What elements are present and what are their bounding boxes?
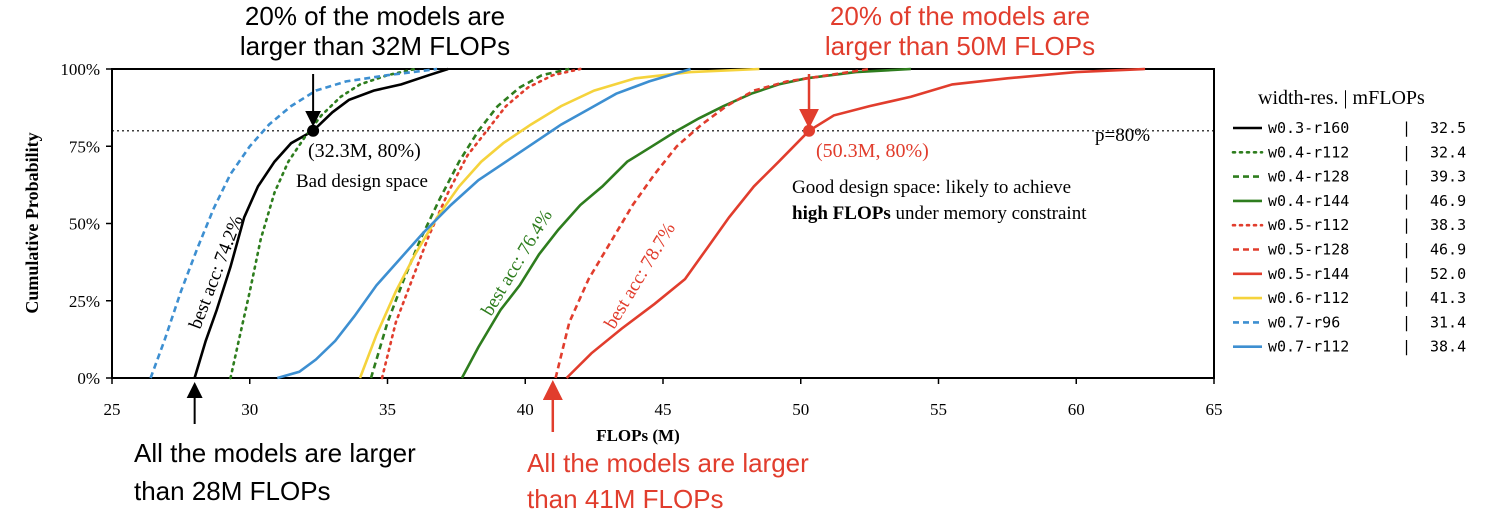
annotation-top-left-line1: 20% of the models are [245, 1, 505, 31]
annotation-bottom-right-line1: All the models are larger [527, 448, 809, 478]
legend-label-w0.4-r112: w0.4-r112 [1268, 143, 1349, 161]
legend-label-w0.3-r160: w0.3-r160 [1268, 119, 1349, 137]
legend-mflops-w0.4-r112: 32.4 [1430, 143, 1466, 161]
legend-mflops-w0.7-r112: 38.4 [1430, 338, 1466, 356]
series-line-w0.7-r112 [276, 67, 691, 380]
x-tick-label: 50 [792, 400, 809, 419]
legend-label-w0.5-r112: w0.5-r112 [1268, 216, 1349, 234]
axis-ticks: 25 30 35 40 45 50 55 60 65 0% 25% 50% 75% 100% [60, 60, 1222, 419]
point-marker-left [307, 124, 320, 137]
legend-mflops-w0.3-r160: 32.5 [1430, 119, 1466, 137]
annotation-bottom-left-line2: than 28M FLOPs [134, 476, 331, 506]
legend-label-w0.7-r96: w0.7-r96 [1268, 313, 1340, 331]
series-line-w0.5-r144 [565, 67, 1146, 379]
x-tick-label: 65 [1206, 400, 1223, 419]
series-line-w0.7-r96 [149, 67, 438, 379]
legend-mflops-w0.6-r112: 41.3 [1430, 289, 1466, 307]
annotation-top-right-line1: 20% of the models are [830, 1, 1090, 31]
legend-separator: | [1402, 216, 1411, 234]
point-marker-right [803, 124, 816, 137]
legend-header: width-res. | mFLOPs [1258, 87, 1425, 109]
annotation-top-left-line2: larger than 32M FLOPs [240, 31, 510, 61]
x-tick-label: 30 [241, 400, 258, 419]
legend-mflops-w0.5-r128: 46.9 [1430, 241, 1466, 259]
legend-separator: | [1402, 119, 1411, 137]
series-line-w0.3-r160 [193, 67, 449, 379]
threshold-label: p=80% [1095, 125, 1150, 146]
legend-separator: | [1402, 265, 1411, 283]
y-axis-label: Cumulative Probability [22, 132, 42, 313]
y-tick-label: 25% [69, 292, 100, 311]
y-tick-label: 50% [69, 215, 100, 234]
bad-design-space-label: Bad design space [296, 171, 428, 192]
legend-label-w0.4-r144: w0.4-r144 [1268, 192, 1349, 210]
legend-separator: | [1402, 313, 1411, 331]
y-tick-label: 75% [69, 137, 100, 156]
good-design-space-bold: high FLOPs [792, 203, 891, 224]
y-tick-label: 0% [77, 369, 100, 388]
legend-mflops-w0.4-r128: 39.3 [1430, 168, 1466, 186]
good-design-space-line1: Good design space: likely to achieve [792, 177, 1071, 198]
legend-label-w0.6-r112: w0.6-r112 [1268, 289, 1349, 307]
series-line-w0.4-r128 [369, 67, 570, 379]
legend-separator: | [1402, 192, 1411, 210]
x-axis-label: FLOPs (M) [596, 426, 680, 445]
legend-separator: | [1402, 241, 1411, 259]
legend-mflops-w0.5-r144: 52.0 [1430, 265, 1466, 283]
series-line-w0.6-r112 [358, 67, 760, 379]
legend-mflops-w0.7-r96: 31.4 [1430, 313, 1466, 331]
annotation-bottom-right-line2: than 41M FLOPs [527, 484, 724, 514]
y-tick-label: 100% [60, 60, 100, 79]
annotation-bottom-left-line1: All the models are larger [134, 438, 416, 468]
legend-separator: | [1402, 338, 1411, 356]
legend-separator: | [1402, 289, 1411, 307]
legend-mflops-w0.5-r112: 38.3 [1430, 216, 1466, 234]
legend-separator: | [1402, 143, 1411, 161]
x-tick-label: 25 [104, 400, 121, 419]
good-design-space-line2: high FLOPs under memory constraint [792, 203, 1087, 224]
point-label-right: (50.3M, 80%) [816, 140, 929, 162]
series-line-w0.5-r128 [554, 67, 870, 379]
series-line-w0.5-r112 [380, 67, 582, 380]
legend-mflops-w0.4-r144: 46.9 [1430, 192, 1466, 210]
point-label-left: (32.3M, 80%) [308, 140, 421, 162]
legend-label-w0.4-r128: w0.4-r128 [1268, 168, 1349, 186]
good-design-space-rest: under memory constraint [891, 203, 1087, 224]
x-tick-label: 60 [1068, 400, 1085, 419]
legend-label-w0.5-r128: w0.5-r128 [1268, 241, 1349, 259]
legend-label-w0.7-r112: w0.7-r112 [1268, 338, 1349, 356]
x-tick-label: 35 [379, 400, 396, 419]
series-line-w0.4-r112 [229, 67, 417, 380]
legend-separator: | [1402, 168, 1411, 186]
legend-label-w0.5-r144: w0.5-r144 [1268, 265, 1349, 283]
legend: width-res. | mFLOPs w0.3-r160 | 32.5 w0.4-r… [1231, 87, 1466, 356]
series-lines [149, 67, 1146, 380]
annotation-top-right-line2: larger than 50M FLOPs [825, 31, 1095, 61]
x-tick-label: 45 [655, 400, 672, 419]
x-tick-label: 55 [930, 400, 947, 419]
x-tick-label: 40 [517, 400, 534, 419]
best-acc-label-green: best acc: 76.4% [477, 206, 557, 320]
